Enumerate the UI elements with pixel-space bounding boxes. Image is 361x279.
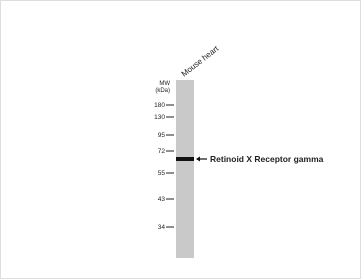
- mw-unit: (kDa): [155, 88, 170, 94]
- marker-label: 95: [158, 132, 166, 139]
- western-blot: Mouse heart MW (kDa) Retinoid X Receptor…: [0, 0, 361, 279]
- band-label: Retinoid X Receptor gamma: [210, 154, 324, 164]
- marker-label: 43: [158, 196, 166, 203]
- marker-label: 180: [154, 102, 165, 109]
- mw-label: MW: [159, 81, 170, 87]
- marker-label: 55: [158, 170, 166, 177]
- marker-label: 34: [158, 224, 166, 231]
- band: [176, 157, 194, 161]
- marker-label: 130: [154, 114, 165, 121]
- lane: [176, 80, 194, 258]
- marker-label: 72: [158, 148, 166, 155]
- page: {"lane_label": "Mouse heart", "mw_label"…: [0, 0, 361, 279]
